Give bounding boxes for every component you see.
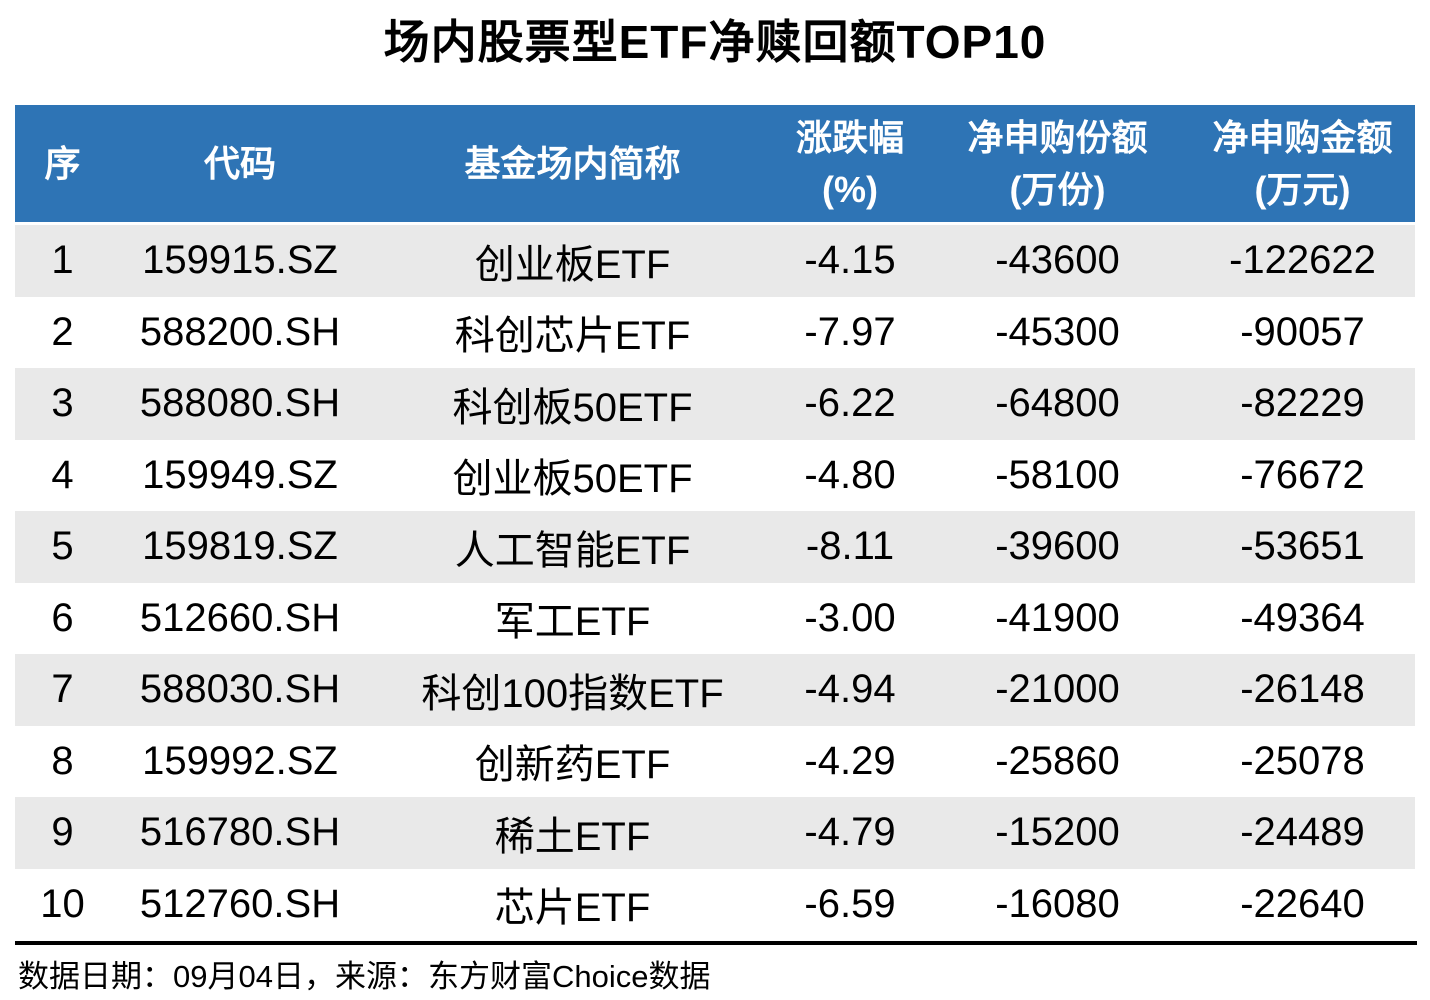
col-header-code: 代码 (110, 105, 370, 222)
col-header-rank: 序 (15, 105, 110, 222)
cell-rank: 10 (40, 881, 85, 926)
table-row: 7 588030.SH 科创100指数ETF -4.94 -21000 -26148 (15, 654, 1415, 726)
cell-code: 159915.SZ (142, 238, 338, 283)
table-row: 3 588080.SH 科创板50ETF -6.22 -64800 -82229 (15, 368, 1415, 440)
cell-code: 588080.SH (139, 381, 341, 426)
cell-rank: 5 (51, 524, 74, 569)
cell-name: 创业板50ETF (452, 457, 693, 502)
cell-name: 人工智能ETF (454, 528, 691, 573)
cell-shares: -41900 (995, 595, 1120, 640)
cell-rank: 8 (51, 738, 74, 783)
cell-rank: 3 (51, 381, 74, 426)
cell-shares: -21000 (995, 667, 1120, 712)
cell-code: 159992.SZ (142, 738, 338, 783)
cell-amount: -22640 (1240, 881, 1365, 926)
table-body: 1 159915.SZ 创业板ETF -4.15 -43600 -122622 2 58820… (15, 225, 1415, 940)
cell-change: -6.22 (804, 381, 896, 426)
table-row: 5 159819.SZ 人工智能ETF -8.11 -39600 -53651 (15, 511, 1415, 583)
col-header-net-shares: 净申购份额 (万份) (925, 105, 1190, 222)
cell-amount: -24489 (1240, 810, 1365, 855)
cell-name: 稀土ETF (494, 814, 651, 859)
cell-change: -4.29 (804, 738, 896, 783)
cell-code: 588200.SH (139, 309, 341, 354)
footer-divider-line (15, 941, 1417, 945)
col-header-net-shares-unit: (万份) (1009, 168, 1106, 210)
cell-name: 科创板50ETF (452, 385, 693, 430)
cell-change: -6.59 (804, 881, 896, 926)
cell-change: -4.79 (804, 810, 896, 855)
table-row: 1 159915.SZ 创业板ETF -4.15 -43600 -122622 (15, 225, 1415, 297)
cell-name: 军工ETF (494, 600, 651, 645)
cell-name: 科创芯片ETF (454, 314, 691, 359)
cell-change: -4.80 (804, 452, 896, 497)
cell-rank: 2 (51, 309, 74, 354)
table-row: 9 516780.SH 稀土ETF -4.79 -15200 -24489 (15, 797, 1415, 869)
cell-shares: -64800 (995, 381, 1120, 426)
cell-shares: -25860 (995, 738, 1120, 783)
cell-code: 159819.SZ (142, 524, 338, 569)
cell-code: 159949.SZ (142, 452, 338, 497)
cell-code: 588030.SH (139, 667, 341, 712)
cell-code: 512660.SH (139, 595, 341, 640)
cell-amount: -82229 (1240, 381, 1365, 426)
cell-code: 512760.SH (139, 881, 341, 926)
cell-shares: -43600 (995, 238, 1120, 283)
cell-shares: -58100 (995, 452, 1120, 497)
col-header-net-amount-label: 净申购金额 (1212, 117, 1393, 159)
table-row: 6 512660.SH 军工ETF -3.00 -41900 -49364 (15, 582, 1415, 654)
col-header-net-amount: 净申购金额 (万元) (1190, 105, 1415, 222)
cell-amount: -76672 (1240, 452, 1365, 497)
source-note: 数据日期：09月04日，来源：东方财富Choice数据 (18, 959, 711, 994)
table-row: 4 159949.SZ 创业板50ETF -4.80 -58100 -76672 (15, 439, 1415, 511)
col-header-change-label: 涨跌幅 (795, 117, 904, 159)
cell-rank: 4 (51, 452, 74, 497)
cell-shares: -45300 (995, 309, 1120, 354)
cell-shares: -15200 (995, 810, 1120, 855)
cell-name: 科创100指数ETF (421, 671, 724, 716)
cell-name: 创新药ETF (474, 743, 671, 788)
cell-code: 516780.SH (139, 810, 341, 855)
cell-shares: -39600 (995, 524, 1120, 569)
cell-amount: -25078 (1240, 738, 1365, 783)
cell-amount: -122622 (1229, 238, 1376, 283)
cell-rank: 7 (51, 667, 74, 712)
cell-rank: 1 (51, 238, 74, 283)
table-header-row: 序 代码 基金场内简称 涨跌幅 (%) 净申购份额 (万份) 净申购金额 (万元… (15, 105, 1415, 225)
col-header-fund-name-label: 基金场内简称 (464, 142, 681, 184)
table-row: 2 588200.SH 科创芯片ETF -7.97 -45300 -90057 (15, 296, 1415, 368)
col-header-change: 涨跌幅 (%) (775, 105, 925, 222)
page-title: 场内股票型ETF净赎回额TOP10 (383, 16, 1047, 68)
cell-rank: 6 (51, 595, 74, 640)
col-header-rank-label: 序 (44, 142, 81, 184)
cell-change: -7.97 (804, 309, 896, 354)
cell-name: 创业板ETF (474, 242, 671, 287)
cell-change: -3.00 (804, 595, 896, 640)
cell-amount: -53651 (1240, 524, 1365, 569)
cell-amount: -26148 (1240, 667, 1365, 712)
cell-shares: -16080 (995, 881, 1120, 926)
cell-amount: -49364 (1240, 595, 1365, 640)
col-header-code-label: 代码 (203, 142, 276, 184)
etf-redemption-table: 序 代码 基金场内简称 涨跌幅 (%) 净申购份额 (万份) 净申购金额 (万元… (15, 105, 1415, 940)
col-header-net-amount-unit: (万元) (1254, 168, 1351, 210)
table-row: 10 512760.SH 芯片ETF -6.59 -16080 -22640 (15, 868, 1415, 940)
cell-change: -4.94 (804, 667, 896, 712)
cell-amount: -90057 (1240, 309, 1365, 354)
col-header-fund-name: 基金场内简称 (370, 105, 775, 222)
cell-rank: 9 (51, 810, 74, 855)
cell-name: 芯片ETF (494, 886, 651, 931)
col-header-change-unit: (%) (822, 168, 878, 210)
cell-change: -4.15 (804, 238, 896, 283)
table-row: 8 159992.SZ 创新药ETF -4.29 -25860 -25078 (15, 725, 1415, 797)
col-header-net-shares-label: 净申购份额 (967, 117, 1148, 159)
cell-change: -8.11 (805, 524, 895, 569)
